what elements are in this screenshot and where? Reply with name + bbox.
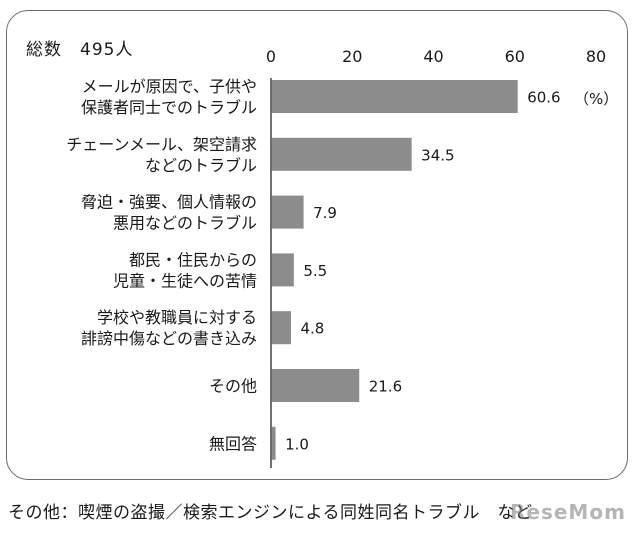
bar: [271, 195, 304, 229]
category-label: 学校や教職員に対する: [97, 308, 257, 327]
x-tick-label: 40: [423, 47, 443, 66]
category-label: その他: [209, 377, 257, 396]
category-label: 都民・住民からの: [129, 250, 257, 269]
footnote: その他：喫煙の盗撮／検索エンジンによる同姓同名トラブル など: [8, 503, 533, 523]
category-label: メールが原因で、子供や: [82, 77, 257, 96]
data-label: 7.9: [313, 204, 337, 222]
category-label: 児童・生徒への苦情: [113, 271, 257, 290]
category-label: 悪用などのトラブル: [113, 214, 257, 233]
unit-label: （%）: [574, 90, 618, 108]
watermark-logo: ReseMom: [510, 500, 626, 524]
category-label: 無回答: [209, 434, 257, 453]
category-label: などのトラブル: [145, 156, 257, 175]
bar: [271, 137, 412, 171]
category-label: 脅迫・強要、個人情報の: [81, 193, 257, 212]
x-tick-label: 20: [342, 47, 362, 66]
bar: [271, 253, 294, 287]
data-label: 60.6: [527, 89, 560, 107]
bar: [271, 426, 276, 460]
data-label: 1.0: [285, 435, 309, 453]
data-label: 21.6: [369, 378, 402, 396]
bar: [271, 311, 291, 345]
category-label: 誹謗中傷などの書き込み: [81, 329, 257, 348]
x-tick-label: 80: [586, 47, 606, 66]
data-label: 5.5: [303, 262, 327, 280]
data-label: 4.8: [301, 320, 325, 338]
bar: [271, 369, 360, 402]
x-tick-label: 0: [266, 47, 276, 66]
data-label: 34.5: [421, 146, 454, 164]
bar: [271, 80, 518, 113]
total-respondents: 総数 495人: [26, 40, 134, 60]
category-label: 保護者同士でのトラブル: [81, 98, 257, 117]
category-label: チェーンメール、架空請求: [66, 135, 257, 154]
x-tick-label: 60: [505, 47, 525, 66]
